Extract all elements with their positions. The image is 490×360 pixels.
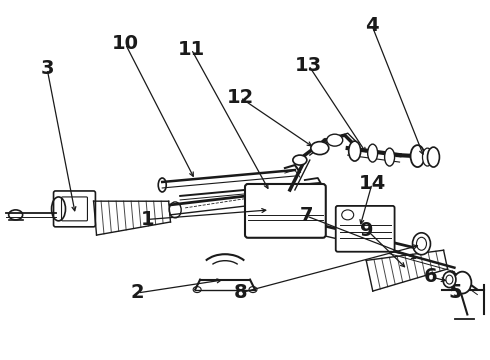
Ellipse shape (368, 144, 378, 162)
Ellipse shape (427, 147, 440, 167)
Ellipse shape (413, 233, 431, 255)
Ellipse shape (411, 145, 424, 167)
Ellipse shape (443, 272, 456, 288)
Text: 7: 7 (299, 206, 313, 225)
Ellipse shape (385, 148, 394, 166)
Text: 10: 10 (112, 34, 139, 53)
Ellipse shape (422, 148, 433, 166)
Ellipse shape (349, 141, 361, 161)
FancyBboxPatch shape (245, 184, 326, 238)
Text: 14: 14 (358, 174, 386, 193)
Text: 2: 2 (131, 283, 145, 302)
FancyBboxPatch shape (53, 191, 96, 227)
Text: 9: 9 (361, 221, 374, 240)
Text: 4: 4 (365, 16, 379, 35)
Text: 12: 12 (226, 88, 254, 107)
Text: 6: 6 (424, 267, 438, 286)
Ellipse shape (327, 134, 343, 146)
FancyBboxPatch shape (336, 206, 394, 252)
FancyBboxPatch shape (62, 197, 87, 221)
Text: 1: 1 (141, 210, 154, 229)
Text: 13: 13 (295, 56, 322, 75)
Ellipse shape (293, 155, 307, 165)
Ellipse shape (311, 141, 329, 154)
Ellipse shape (453, 272, 471, 293)
Text: 3: 3 (40, 59, 54, 78)
Text: 11: 11 (178, 40, 205, 59)
Ellipse shape (416, 237, 426, 250)
Ellipse shape (446, 275, 453, 284)
Text: 8: 8 (233, 283, 247, 302)
Text: 5: 5 (448, 283, 462, 302)
